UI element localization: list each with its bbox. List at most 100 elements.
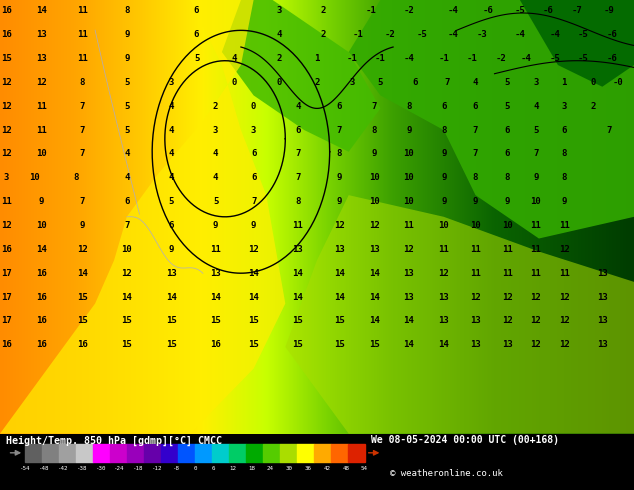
Text: 10: 10 [122, 245, 132, 254]
Text: 11: 11 [470, 269, 481, 278]
Text: 15: 15 [210, 317, 221, 325]
Text: 17: 17 [1, 293, 11, 301]
Text: 7: 7 [337, 125, 342, 135]
Text: 9: 9 [337, 197, 342, 206]
Text: 13: 13 [597, 293, 607, 301]
Text: 4: 4 [124, 149, 129, 158]
Text: 8: 8 [337, 149, 342, 158]
Text: 3: 3 [4, 173, 9, 182]
Text: 11: 11 [36, 125, 46, 135]
Text: 10: 10 [30, 173, 40, 182]
Text: 12: 12 [559, 340, 569, 349]
Text: 16: 16 [36, 317, 46, 325]
Text: 11: 11 [439, 245, 449, 254]
Text: 14: 14 [439, 340, 449, 349]
Text: 12: 12 [1, 125, 11, 135]
Bar [212, 444, 229, 462]
Text: 42: 42 [323, 466, 330, 471]
Text: -4: -4 [404, 54, 414, 63]
Text: 9: 9 [251, 221, 256, 230]
Text: 7: 7 [124, 221, 129, 230]
Text: 11: 11 [559, 269, 569, 278]
Text: 6: 6 [124, 197, 129, 206]
Text: -5: -5 [578, 30, 588, 39]
Text: 2: 2 [590, 102, 595, 111]
Polygon shape [349, 0, 634, 239]
Text: 13: 13 [597, 317, 607, 325]
Text: 3: 3 [169, 78, 174, 87]
Text: -48: -48 [39, 466, 49, 471]
Text: -4: -4 [521, 54, 531, 63]
Text: 13: 13 [470, 340, 481, 349]
Text: -5: -5 [578, 54, 588, 63]
Text: -4: -4 [448, 30, 458, 39]
Text: 14: 14 [369, 269, 379, 278]
Text: 10: 10 [502, 221, 512, 230]
Text: 8: 8 [505, 173, 510, 182]
Text: 8: 8 [80, 78, 85, 87]
Text: 12: 12 [229, 466, 236, 471]
Text: -6: -6 [607, 30, 617, 39]
Text: -1: -1 [375, 54, 385, 63]
Text: 4: 4 [276, 30, 281, 39]
Text: 6: 6 [505, 125, 510, 135]
Text: 14: 14 [36, 245, 46, 254]
Text: -18: -18 [133, 466, 144, 471]
Text: 5: 5 [505, 102, 510, 111]
Text: 15: 15 [166, 340, 176, 349]
Text: 10: 10 [36, 149, 46, 158]
Text: 0: 0 [590, 78, 595, 87]
Text: 16: 16 [36, 269, 46, 278]
Text: 15: 15 [249, 340, 259, 349]
Polygon shape [0, 0, 285, 434]
Text: 12: 12 [404, 245, 414, 254]
Bar [178, 444, 195, 462]
Text: 6: 6 [441, 102, 446, 111]
Text: 4: 4 [213, 173, 218, 182]
Text: 7: 7 [80, 125, 85, 135]
Text: 5: 5 [124, 125, 129, 135]
Text: -7: -7 [572, 6, 582, 15]
Text: 11: 11 [293, 221, 303, 230]
Text: 12: 12 [439, 269, 449, 278]
Text: -4: -4 [515, 30, 525, 39]
Text: 7: 7 [295, 149, 301, 158]
Text: 15: 15 [122, 340, 132, 349]
Text: 11: 11 [502, 269, 512, 278]
Text: 12: 12 [1, 149, 11, 158]
Text: 2: 2 [314, 78, 320, 87]
Text: 15: 15 [369, 340, 379, 349]
Text: 6: 6 [194, 30, 199, 39]
Text: 14: 14 [77, 269, 87, 278]
Text: 13: 13 [439, 317, 449, 325]
Text: -5: -5 [550, 54, 560, 63]
Text: 18: 18 [248, 466, 255, 471]
Bar [347, 444, 365, 462]
Bar [127, 444, 144, 462]
Text: 11: 11 [404, 221, 414, 230]
Bar [42, 444, 60, 462]
Text: 8: 8 [441, 125, 446, 135]
Text: 11: 11 [77, 54, 87, 63]
Bar [297, 444, 314, 462]
Text: 36: 36 [304, 466, 311, 471]
Text: 6: 6 [413, 78, 418, 87]
Bar [93, 444, 110, 462]
Text: 11: 11 [531, 245, 541, 254]
Text: 7: 7 [444, 78, 450, 87]
Text: 13: 13 [597, 269, 607, 278]
Text: 7: 7 [473, 125, 478, 135]
Text: 8: 8 [74, 173, 79, 182]
Text: 6: 6 [212, 466, 216, 471]
Bar [76, 444, 93, 462]
Text: 15: 15 [77, 317, 87, 325]
Text: 4: 4 [533, 102, 538, 111]
Text: 48: 48 [342, 466, 349, 471]
Text: 6: 6 [337, 102, 342, 111]
Text: 9: 9 [406, 125, 411, 135]
Text: 4: 4 [232, 54, 237, 63]
Text: 14: 14 [210, 293, 221, 301]
Text: 7: 7 [372, 102, 377, 111]
Polygon shape [222, 0, 380, 152]
Text: 9: 9 [169, 245, 174, 254]
